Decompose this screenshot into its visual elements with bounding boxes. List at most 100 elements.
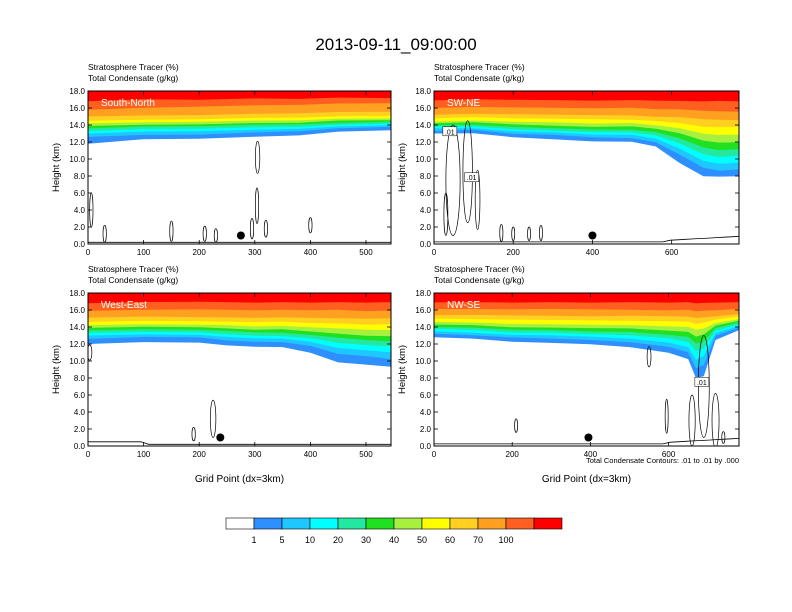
y-tick-label: 8.0: [74, 172, 86, 181]
contour-label: .01: [697, 380, 707, 387]
condensate-contour: [664, 398, 669, 434]
panel-title-line: Stratosphere Tracer (%): [88, 264, 179, 274]
terrain-line: [88, 241, 391, 243]
panel-title-line: Stratosphere Tracer (%): [434, 264, 525, 274]
y-tick-label: 6.0: [74, 391, 86, 400]
y-tick-label: 4.0: [74, 408, 86, 417]
y-tick-label: 0.0: [420, 240, 432, 249]
y-tick-label: 0.0: [74, 240, 86, 249]
y-tick-label: 10.0: [69, 357, 85, 366]
x-tick-label: 500: [359, 248, 373, 257]
plot-frame: [433, 292, 740, 447]
y-tick-label: 2.0: [74, 223, 86, 232]
condensate-contour: [263, 219, 268, 238]
contour-label: .01: [445, 129, 455, 136]
colorbar-swatch: [449, 517, 479, 530]
colorbar-label: 5: [279, 535, 284, 545]
panel-title-line: Stratosphere Tracer (%): [88, 62, 179, 72]
contour-band: [434, 91, 739, 102]
colorbar-swatch: [281, 517, 311, 530]
x-tick-label: 200: [506, 450, 520, 459]
y-tick-label: 12.0: [415, 138, 431, 147]
y-tick-label: 10.0: [415, 357, 431, 366]
contour-band: [434, 293, 739, 304]
y-tick-label: 16.0: [415, 104, 431, 113]
condensate-contour: [462, 120, 473, 224]
colorbar-swatch: [505, 517, 535, 530]
y-tick-label: 0.0: [420, 442, 432, 451]
y-tick-label: 14.0: [415, 121, 431, 130]
colorbar-swatch: [421, 517, 451, 530]
condensate-contour: [254, 187, 260, 224]
y-tick-label: 10.0: [69, 155, 85, 164]
colorbar-label: 70: [473, 535, 483, 545]
y-tick-label: 12.0: [69, 138, 85, 147]
y-axis-label: Height (km): [51, 345, 62, 394]
contour-label-box: [464, 172, 479, 182]
colorbar-swatch: [365, 517, 395, 530]
colorbar: 1 5 10 20 30 40 50 60 70 100: [225, 517, 563, 545]
colorbar-label: 60: [445, 535, 455, 545]
colorbar-label: 40: [389, 535, 399, 545]
condensate-contour: [646, 346, 652, 368]
location-marker: [236, 231, 245, 240]
x-tick-label: 0: [432, 248, 437, 257]
colorbar-label: 20: [333, 535, 343, 545]
y-tick-label: 12.0: [69, 340, 85, 349]
colorbar-swatch: [477, 517, 507, 530]
terrain-line: [434, 438, 739, 445]
y-tick-label: 16.0: [69, 104, 85, 113]
condensate-contour: [514, 418, 518, 433]
x-tick-label: 400: [586, 248, 600, 257]
x-tick-label: 200: [193, 450, 207, 459]
contour-label-box: [694, 377, 710, 387]
y-axis-label: Height (km): [397, 143, 408, 192]
y-tick-label: 10.0: [415, 155, 431, 164]
condensate-contour: [308, 217, 313, 234]
y-tick-label: 14.0: [415, 323, 431, 332]
y-tick-label: 2.0: [420, 425, 432, 434]
y-tick-label: 14.0: [69, 121, 85, 130]
y-tick-label: 18.0: [69, 87, 85, 96]
x-tick-label: 0: [86, 248, 91, 257]
x-tick-label: 600: [665, 248, 679, 257]
x-tick-label: 100: [137, 248, 151, 257]
x-tick-label: 300: [248, 248, 262, 257]
filled-contours: [434, 293, 739, 379]
y-tick-label: 0.0: [74, 442, 86, 451]
y-axis-label: Height (km): [51, 143, 62, 192]
plot-frame: [87, 90, 392, 245]
y-tick-label: 18.0: [415, 289, 431, 298]
figure-title: 2013-09-11_09:00:00: [315, 35, 476, 54]
terrain-line: [434, 235, 739, 243]
y-axis-label: Height (km): [397, 345, 408, 394]
panel-label: West-East: [101, 300, 147, 311]
x-tick-label: 600: [662, 450, 676, 459]
filled-contours: [434, 91, 739, 177]
location-marker: [588, 231, 597, 240]
condensate-contours: [88, 344, 391, 445]
y-tick-label: 16.0: [69, 306, 85, 315]
panel-title-line: Total Condensate (g/kg): [88, 73, 178, 83]
colorbar-label: 50: [417, 535, 427, 545]
chart-panel: .01 .01 0.0 2.0 4.0 6.0 8.0 10.0 12.0 14.0 16.0 18.…: [397, 62, 740, 257]
y-tick-label: 6.0: [420, 189, 432, 198]
colorbar-swatch: [393, 517, 423, 530]
colorbar-swatch: [533, 517, 563, 530]
condensate-contour: [88, 344, 93, 361]
x-tick-label: 200: [193, 248, 207, 257]
x-tick-label: 0: [432, 450, 437, 459]
y-tick-label: 2.0: [420, 223, 432, 232]
y-tick-label: 8.0: [420, 374, 432, 383]
colorbar-label: 1: [251, 535, 256, 545]
panels: 0.0 2.0 4.0 6.0 8.0 10.0 12.0 14.0 16.0 18.0 0 100 2…: [51, 62, 740, 485]
x-tick-label: 100: [137, 450, 151, 459]
condensate-contour: [539, 224, 543, 241]
plot-frame: [87, 292, 392, 447]
x-tick-label: 400: [304, 248, 318, 257]
x-tick-label: 500: [359, 450, 373, 459]
y-tick-label: 18.0: [69, 289, 85, 298]
contour-label: .01: [467, 175, 477, 182]
condensate-contour: [445, 124, 461, 236]
